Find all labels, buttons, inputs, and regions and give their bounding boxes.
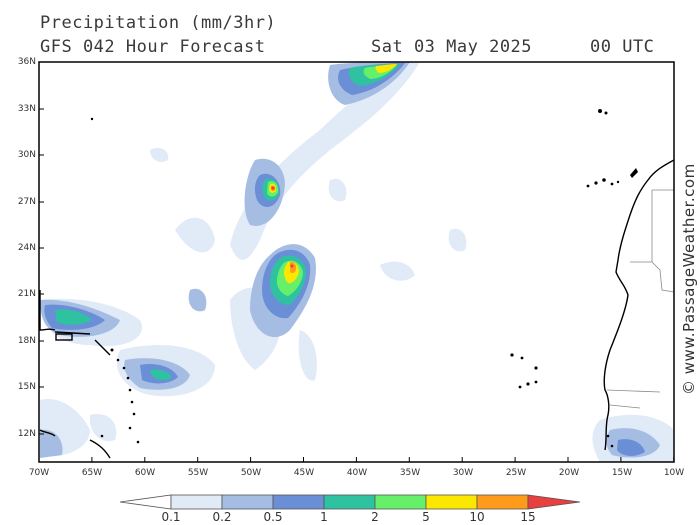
lon-label: 20W [558,468,580,478]
lat-label: 21N [17,289,36,299]
legend-label: 0.2 [212,510,232,524]
legend-swatch [425,494,478,510]
lon-label: 10W [663,468,685,478]
lon-label: 65W [81,468,103,478]
axis-ticks [38,61,675,462]
lat-label: 12N [17,429,36,439]
legend-label: 10 [469,510,485,524]
forecast-time: 00 UTC [590,37,655,57]
islands [55,109,638,448]
legend-label: 2 [371,510,379,524]
legend-label: 1 [320,510,328,524]
country-borders [606,189,674,409]
legend-swatch [170,494,223,510]
legend-label: 5 [422,510,430,524]
legend-swatch [476,494,529,510]
legend-swatch [272,494,325,510]
lon-label: 15W [611,468,633,478]
lat-label: 30N [17,150,36,160]
lon-label: 60W [134,468,156,478]
forecast-date: Sat 03 May 2025 [371,37,533,57]
lat-label: 33N [17,104,36,114]
precip-band-peak [271,186,294,268]
lon-label: 35W [399,468,421,478]
lon-label: 30W [452,468,474,478]
credit-watermark: © www.PassageWeather.com [680,163,698,395]
legend-swatch [323,494,376,510]
lat-label: 27N [17,197,36,207]
lon-label: 25W [505,468,527,478]
legend-swatch [374,494,427,510]
lon-label: 70W [28,468,50,478]
legend-label: 0.1 [161,510,181,524]
lat-label: 15N [17,382,36,392]
forecast-subtitle: GFS 042 Hour Forecast [40,37,266,57]
lon-label: 45W [293,468,315,478]
lon-label: 40W [346,468,368,478]
lat-label: 24N [17,243,36,253]
lat-label: 18N [17,336,36,346]
map-title: Precipitation (mm/3hr) [40,13,277,33]
legend-label: 15 [520,510,536,524]
legend-swatch [119,494,172,510]
coastline [39,159,674,459]
lon-label: 50W [240,468,262,478]
precip-legend [119,494,581,510]
lat-label: 36N [17,57,36,67]
legend-label: 0.5 [263,510,283,524]
lon-label: 55W [187,468,209,478]
legend-swatch [527,494,581,510]
legend-swatch [221,494,274,510]
